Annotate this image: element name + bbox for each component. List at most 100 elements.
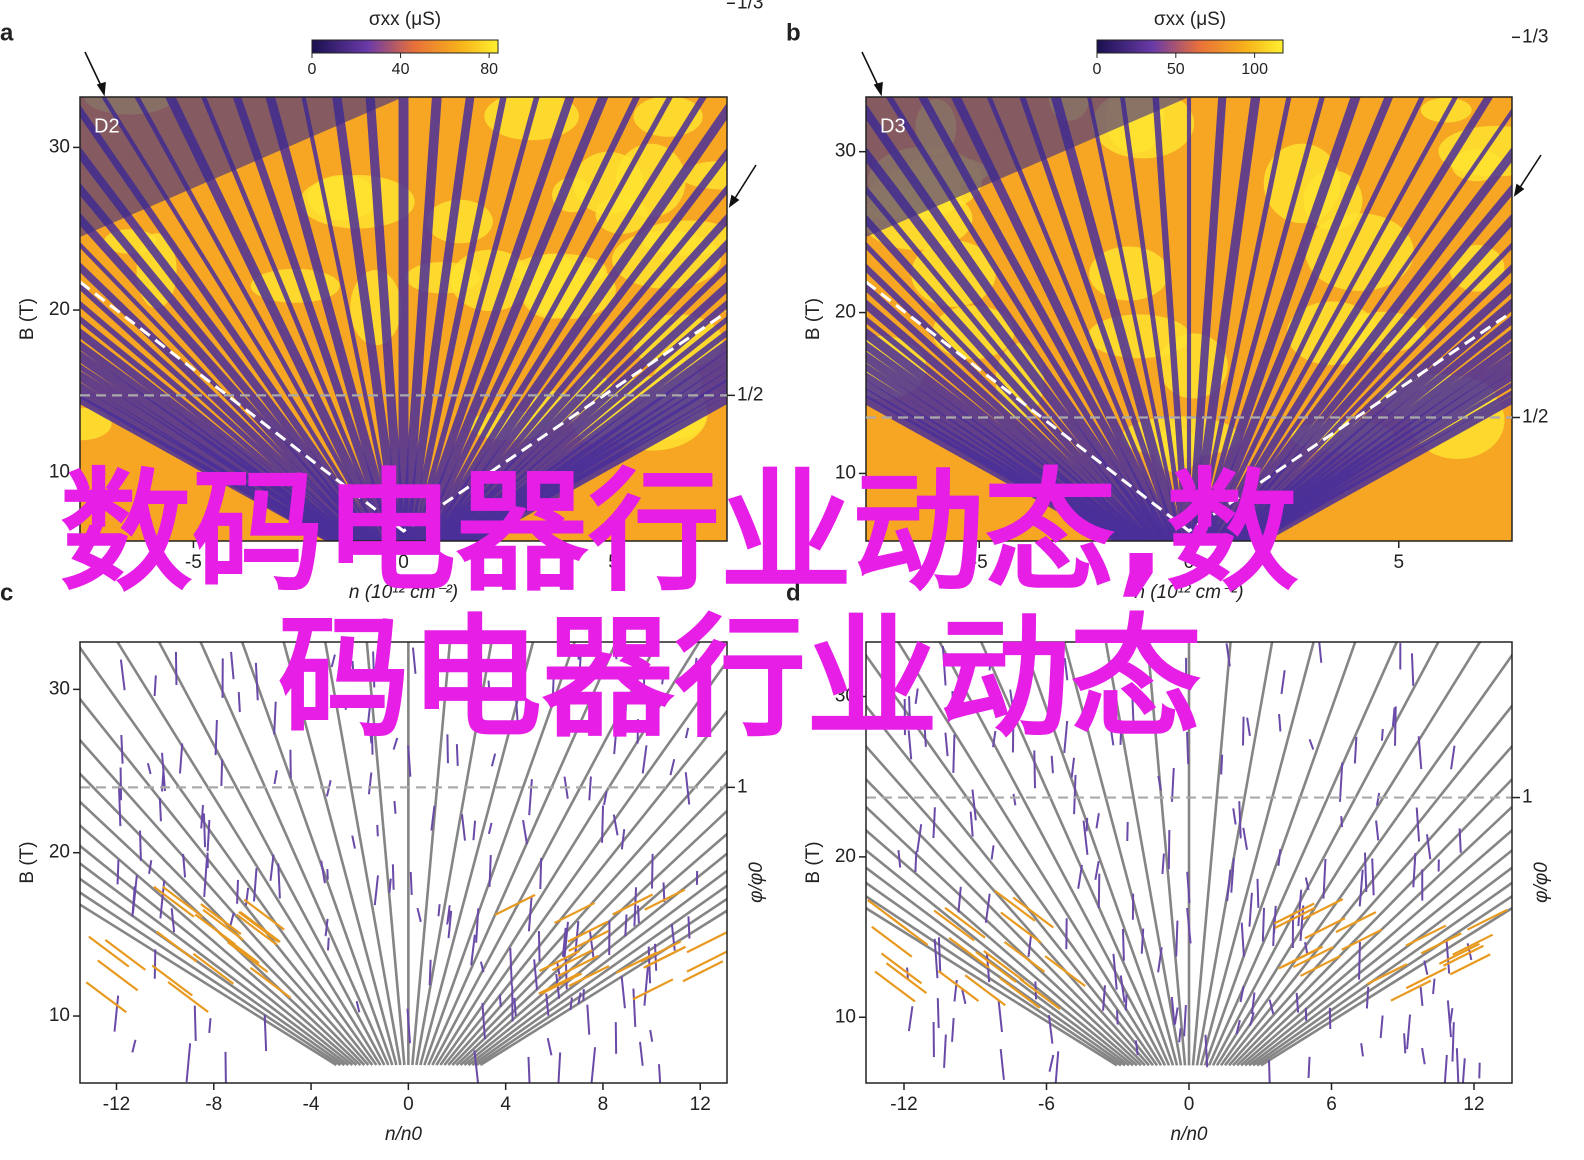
fan-line (1248, 866, 1512, 1067)
purple-segment (969, 811, 974, 837)
purple-segment (1186, 731, 1190, 765)
purple-segment (1353, 736, 1358, 764)
colorbar-tick-label: 0 (1093, 61, 1102, 78)
y-tick-label: 30 (49, 678, 70, 699)
purple-segment (527, 1056, 531, 1083)
colorbar-tick-label: 80 (480, 61, 498, 78)
colorbar-tick-label: 50 (1167, 61, 1185, 78)
purple-segment (351, 835, 356, 849)
purple-segment (639, 1041, 644, 1066)
map-corner (80, 97, 404, 237)
map-stripe (412, 97, 575, 541)
purple-segment (351, 660, 355, 680)
map-stripe (80, 370, 351, 541)
map-stripe (439, 263, 727, 541)
y2-tick-label: 1/3 (737, 0, 763, 13)
orange-segment (615, 951, 657, 974)
purple-segment (320, 860, 326, 884)
x-label: n (10¹² cm⁻²) (1134, 582, 1243, 603)
fan-line (1223, 703, 1512, 1067)
fan-line (80, 861, 350, 1067)
y-tick-label: 30 (49, 136, 70, 157)
purple-segment (330, 654, 336, 668)
purple-segment (1175, 920, 1179, 957)
purple-segment (1371, 858, 1375, 896)
purple-segment (1363, 852, 1368, 892)
fan-line (1232, 777, 1512, 1067)
x-label: n/n0 (385, 1124, 422, 1145)
orange-segment (937, 970, 980, 1002)
map-stripe (1251, 395, 1512, 541)
fan-line (80, 771, 366, 1066)
purple-segment (937, 937, 942, 973)
fan-line (866, 744, 1150, 1067)
purple-segment (1112, 953, 1118, 990)
purple-segment (684, 772, 691, 805)
purple-segment (1246, 717, 1251, 737)
orange-segment (1012, 896, 1054, 929)
purple-segment (557, 1052, 562, 1083)
purple-segment (391, 864, 395, 890)
purple-segment (636, 905, 640, 924)
purple-segment (1070, 757, 1076, 778)
purple-segment (416, 907, 422, 923)
purple-segment (392, 737, 399, 750)
map-corner (866, 97, 1189, 237)
purple-segment (1186, 907, 1192, 944)
purple-segment (428, 959, 432, 986)
y2-label: φ/φ0 (1531, 862, 1552, 903)
purple-segment (513, 997, 517, 1017)
orange-segment (1366, 963, 1408, 986)
fan-line (365, 642, 406, 1066)
orange-segment (494, 893, 536, 916)
map-stripe (1194, 97, 1292, 541)
map-stripe (866, 327, 1146, 541)
purple-segment (206, 820, 211, 852)
fan-line (1260, 906, 1512, 1067)
orange-segment (994, 889, 1036, 922)
purple-segment (1085, 817, 1089, 832)
panel: D2 σxx (μS) 0 40 80 10 20 30 -5 0 5 n (10¹² cm⁻²) B … (0, 9, 728, 603)
purple-segment (1047, 1015, 1054, 1044)
orange-segment (167, 981, 209, 1013)
fan-line (80, 844, 354, 1067)
purple-segment (344, 694, 351, 711)
map-stripe (80, 386, 346, 541)
map-stripe (1218, 213, 1512, 541)
plot-area (866, 642, 1512, 1083)
y-tick-label: 10 (835, 1006, 856, 1027)
arrows (84, 51, 1542, 208)
orange-segment (226, 941, 269, 973)
map-stripe (1197, 97, 1325, 541)
orange-segment (1442, 944, 1484, 967)
map-stripe (1249, 382, 1512, 541)
map-stripe (465, 395, 727, 541)
purple-segment (153, 675, 157, 697)
purple-segment (148, 860, 153, 875)
purple-segment (1248, 892, 1253, 927)
purple-segment (118, 787, 122, 827)
y-tick-label: 10 (835, 462, 856, 483)
orange-segment (1044, 955, 1086, 987)
map-stripe (80, 340, 357, 541)
fan-line (427, 642, 618, 1066)
y-tick-label: 30 (835, 686, 856, 707)
map-stripe (1223, 242, 1512, 541)
purple-segment (1170, 996, 1176, 1026)
plot-area (80, 642, 727, 1083)
map-stripe (1087, 97, 1183, 541)
fan-line (1207, 642, 1399, 1066)
purple-segment (643, 966, 649, 1006)
purple-segment (1461, 1058, 1466, 1083)
fan-line (199, 642, 390, 1066)
map-stripe (866, 316, 1146, 541)
purple-segment (1226, 869, 1232, 902)
purple-segment (1379, 1015, 1384, 1039)
plot-area (80, 97, 727, 541)
purple-segment (236, 879, 240, 904)
purple-segment (1077, 864, 1083, 889)
purple-segment (624, 697, 628, 722)
map-stripe (451, 350, 727, 541)
panel: 1 1/2 1/3 φ/φ0 10 20 30 -12 -6 0 6 12 n/n0 B (T) d (786, 26, 1552, 1145)
map-stripe (433, 213, 727, 541)
